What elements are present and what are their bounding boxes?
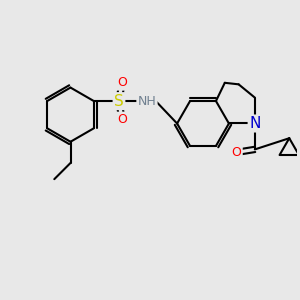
Text: N: N <box>249 116 260 131</box>
Text: NH: NH <box>138 94 156 108</box>
Text: O: O <box>232 146 242 159</box>
Text: O: O <box>117 76 127 89</box>
Text: O: O <box>117 113 127 126</box>
Text: S: S <box>114 94 124 109</box>
